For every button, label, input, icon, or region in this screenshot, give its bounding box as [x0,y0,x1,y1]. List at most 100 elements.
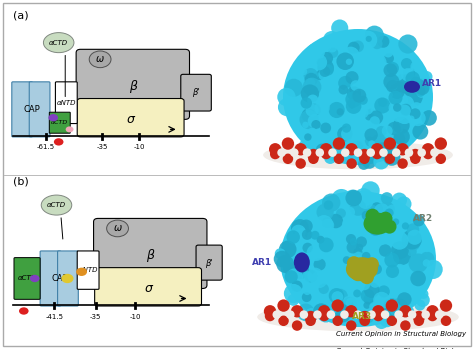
Circle shape [396,54,411,69]
Circle shape [304,308,318,322]
Circle shape [386,223,398,235]
Ellipse shape [44,32,74,53]
Circle shape [305,73,318,86]
Circle shape [324,200,333,210]
Circle shape [346,234,356,244]
Circle shape [302,122,309,128]
Circle shape [389,91,402,105]
Circle shape [346,98,361,114]
Circle shape [317,203,334,221]
Circle shape [407,247,417,257]
Circle shape [371,105,381,115]
Circle shape [54,138,64,146]
Circle shape [359,154,370,164]
Circle shape [436,154,446,164]
Circle shape [333,289,348,304]
Circle shape [362,210,372,221]
Ellipse shape [280,191,436,327]
Circle shape [393,103,401,112]
Text: AR2: AR2 [412,214,433,223]
Circle shape [318,305,330,318]
Circle shape [361,181,380,200]
Circle shape [396,138,405,147]
Circle shape [284,284,303,303]
Circle shape [378,98,387,107]
Circle shape [342,124,351,133]
Text: -35: -35 [90,313,101,319]
Circle shape [386,92,393,98]
Circle shape [318,68,331,81]
Circle shape [393,128,410,145]
Circle shape [322,193,340,212]
Circle shape [302,229,312,240]
Circle shape [379,312,394,327]
Circle shape [300,310,308,319]
Circle shape [356,244,363,251]
Circle shape [379,244,392,257]
Circle shape [330,313,341,324]
Circle shape [405,148,413,157]
Circle shape [354,255,364,265]
Circle shape [373,311,383,321]
Circle shape [426,305,438,318]
Circle shape [383,74,400,90]
Circle shape [286,230,300,244]
Circle shape [358,311,371,323]
Circle shape [308,128,317,137]
Circle shape [350,92,361,104]
Circle shape [372,269,378,275]
Circle shape [297,304,315,321]
Circle shape [366,225,374,231]
Circle shape [286,268,303,285]
Circle shape [364,302,371,309]
Circle shape [398,35,418,54]
Circle shape [291,219,309,237]
Circle shape [302,58,316,71]
Circle shape [346,190,362,206]
Circle shape [302,292,311,302]
Circle shape [410,77,422,88]
Text: -35: -35 [97,144,108,150]
Circle shape [300,220,313,233]
Circle shape [320,122,331,133]
Circle shape [316,148,324,157]
Circle shape [423,149,433,159]
Circle shape [343,297,357,311]
Circle shape [366,148,375,157]
Text: AR1: AR1 [422,79,442,88]
Circle shape [337,108,344,116]
Circle shape [323,31,340,48]
Circle shape [292,103,306,117]
Circle shape [319,284,329,294]
Circle shape [386,81,398,92]
Circle shape [316,143,328,156]
Circle shape [364,294,374,305]
Circle shape [350,238,357,245]
Circle shape [346,91,362,107]
Circle shape [401,68,414,82]
Circle shape [313,310,322,319]
Circle shape [405,72,420,86]
Circle shape [352,40,364,52]
Circle shape [342,150,353,161]
Circle shape [365,205,377,216]
Circle shape [365,209,380,223]
Circle shape [301,84,319,103]
Circle shape [304,311,317,323]
Circle shape [354,301,372,319]
Circle shape [349,237,356,245]
Circle shape [364,314,374,323]
Circle shape [369,110,383,124]
Circle shape [371,134,387,151]
Circle shape [294,143,307,155]
Circle shape [414,299,426,311]
Circle shape [363,104,373,114]
Circle shape [382,125,393,136]
Circle shape [370,276,381,288]
Circle shape [418,148,426,157]
Circle shape [383,149,401,166]
Circle shape [422,143,434,155]
Circle shape [359,314,371,326]
Circle shape [315,71,324,80]
Circle shape [367,310,376,319]
